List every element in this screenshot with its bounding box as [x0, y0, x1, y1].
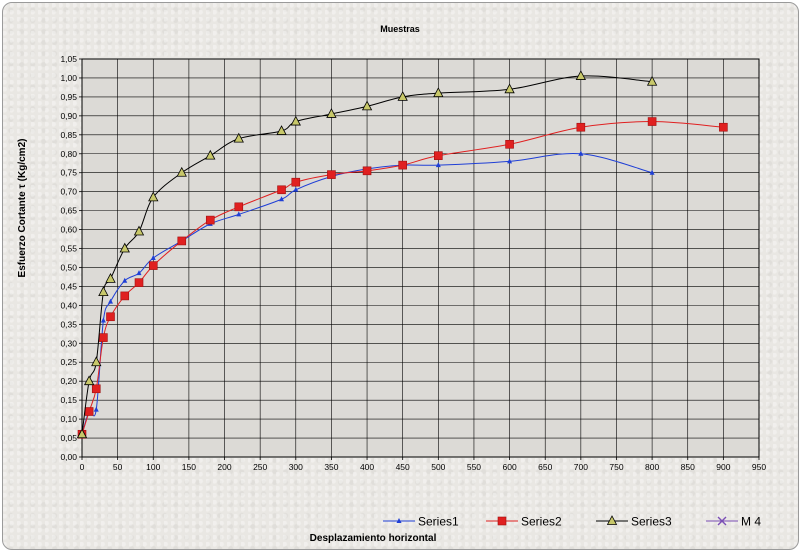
legend-item-4: M 4: [706, 515, 761, 529]
legend-item-1: Series1: [383, 515, 459, 529]
series-2-point: [121, 292, 129, 300]
x-tick-label: 300: [289, 462, 303, 472]
chart-title: Muestras: [380, 24, 420, 34]
legend-label: M 4: [741, 515, 761, 529]
chart: 0,00 0,05 0,10 0,15 0,20 0,25 0,30 0,35 0,40 0,45…: [3, 3, 800, 551]
y-tick-label: 0,50: [60, 262, 77, 272]
series-2-point: [434, 152, 442, 160]
series-2-point: [135, 279, 143, 287]
series-2-point: [99, 334, 107, 342]
x-tick-label: 750: [609, 462, 623, 472]
y-tick-label: 0,55: [60, 244, 77, 254]
series-2-point: [178, 237, 186, 245]
legend-label: Series3: [631, 515, 672, 529]
x-tick-label: 800: [645, 462, 659, 472]
y-tick-label: 0,60: [60, 225, 77, 235]
x-tick-label: 850: [681, 462, 695, 472]
y-tick-label: 1,00: [60, 73, 77, 83]
legend-item-3: Series3: [596, 515, 672, 529]
series-2-point: [92, 385, 100, 393]
y-tick-label: 0,70: [60, 187, 77, 197]
series-2-point: [149, 262, 157, 270]
x-tick-label: 550: [467, 462, 481, 472]
x-tick-label: 900: [716, 462, 730, 472]
series-2-point: [235, 203, 243, 211]
y-axis-title: Esfuerzo Cortante τ (Kg/cm2): [17, 139, 28, 278]
x-tick-label: 700: [574, 462, 588, 472]
legend: Series1 Series2 Series3 M 4: [383, 515, 761, 529]
series-2-point: [107, 313, 115, 321]
x-tick-label: 50: [113, 462, 123, 472]
series-2-point: [719, 123, 727, 131]
legend-item-2: Series2: [486, 515, 562, 529]
y-tick-label: 0,00: [60, 452, 77, 462]
y-tick-label: 0,20: [60, 376, 77, 386]
y-tick-label: 0,10: [60, 414, 77, 424]
series-2-point: [292, 178, 300, 186]
x-tick-label: 500: [431, 462, 445, 472]
x-tick-label: 450: [396, 462, 410, 472]
y-tick-label: 0,05: [60, 433, 77, 443]
y-tick-label: 0,90: [60, 111, 77, 121]
y-tick-label: 0,15: [60, 395, 77, 405]
legend-swatch-marker: [608, 516, 617, 525]
series-2-point: [648, 118, 656, 126]
y-tick-label: 0,95: [60, 92, 77, 102]
y-tick-label: 0,65: [60, 206, 77, 216]
x-tick-label: 650: [538, 462, 552, 472]
y-tick-label: 0,75: [60, 168, 77, 178]
series-2-point: [278, 186, 286, 194]
y-tick-label: 0,40: [60, 300, 77, 310]
x-tick-label: 0: [80, 462, 85, 472]
x-tick-label: 400: [360, 462, 374, 472]
series-2-point: [85, 408, 93, 416]
plot-area: [82, 59, 759, 457]
series-2-point: [327, 171, 335, 179]
y-tick-label: 0,25: [60, 357, 77, 367]
legend-label: Series2: [521, 515, 562, 529]
x-tick-label: 150: [182, 462, 196, 472]
x-tick-label: 100: [146, 462, 160, 472]
x-tick-label: 600: [502, 462, 516, 472]
x-tick-label: 250: [253, 462, 267, 472]
legend-swatch-marker: [498, 517, 506, 525]
y-tick-label: 0,30: [60, 338, 77, 348]
y-tick-label: 1,05: [60, 54, 77, 64]
x-tick-label: 950: [752, 462, 766, 472]
x-tick-label: 200: [217, 462, 231, 472]
series-2-point: [363, 167, 371, 175]
y-tick-label: 0,35: [60, 319, 77, 329]
x-tick-label: 350: [324, 462, 338, 472]
series-2-point: [206, 216, 214, 224]
x-axis-title: Desplazamiento horizontal: [310, 533, 437, 544]
y-tick-label: 0,45: [60, 281, 77, 291]
legend-label: Series1: [418, 515, 459, 529]
y-tick-label: 0,80: [60, 149, 77, 159]
series-2-point: [506, 140, 514, 148]
y-tick-label: 0,85: [60, 130, 77, 140]
series-2-point: [399, 161, 407, 169]
series-2-point: [577, 123, 585, 131]
